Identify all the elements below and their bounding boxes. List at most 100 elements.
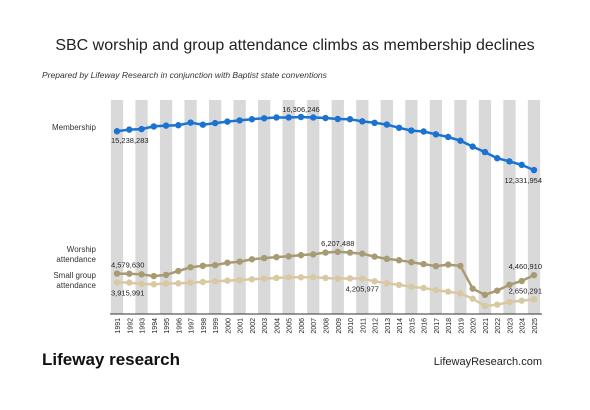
data-point bbox=[199, 262, 207, 270]
x-tick-label: 2016 bbox=[422, 318, 429, 334]
data-point bbox=[395, 257, 403, 264]
series-name: Small group attendance bbox=[53, 271, 96, 290]
brand: Lifeway research bbox=[42, 350, 180, 369]
data-point bbox=[310, 114, 317, 121]
data-point bbox=[297, 274, 305, 281]
data-point bbox=[150, 123, 157, 130]
data-point bbox=[310, 251, 317, 258]
data-point bbox=[334, 248, 341, 256]
value-label: 12,331,954 bbox=[504, 176, 542, 185]
data-point bbox=[346, 275, 354, 282]
data-point bbox=[224, 118, 231, 125]
data-point bbox=[530, 271, 538, 279]
data-point bbox=[359, 118, 366, 125]
x-tick-label: 1997 bbox=[189, 318, 196, 334]
data-point bbox=[175, 280, 182, 287]
data-point bbox=[494, 301, 501, 308]
x-tick-label: 2003 bbox=[262, 318, 269, 334]
data-point bbox=[408, 259, 415, 266]
x-tick-label: 2007 bbox=[311, 318, 318, 334]
data-point bbox=[494, 287, 501, 294]
data-point bbox=[248, 116, 256, 123]
x-tick-label: 2005 bbox=[287, 318, 294, 334]
data-point bbox=[506, 281, 513, 288]
value-label: 4,460,910 bbox=[509, 262, 542, 271]
column-band bbox=[356, 100, 369, 314]
data-point bbox=[162, 280, 170, 287]
data-point bbox=[224, 277, 231, 284]
series-name: Worship attendance bbox=[56, 245, 96, 264]
x-tick-label: 1992 bbox=[127, 318, 134, 334]
data-point bbox=[346, 249, 354, 256]
x-tick-label: 2019 bbox=[458, 318, 465, 334]
column-band bbox=[159, 100, 173, 314]
data-point bbox=[248, 276, 256, 283]
data-point bbox=[395, 124, 403, 131]
data-point bbox=[457, 262, 464, 270]
data-point bbox=[113, 279, 121, 286]
data-point bbox=[113, 270, 121, 277]
data-point bbox=[432, 131, 440, 138]
column-band bbox=[208, 100, 222, 314]
data-point bbox=[273, 253, 280, 261]
value-label: 16,306,246 bbox=[282, 105, 320, 114]
marks bbox=[113, 113, 538, 310]
data-point bbox=[432, 262, 440, 270]
value-label: 4,579,630 bbox=[111, 261, 144, 270]
labels: 15,238,283 16,306,246 12,331,954 4,579,630 6… bbox=[111, 105, 542, 297]
x-tick-label: 2004 bbox=[274, 318, 281, 334]
data-point bbox=[420, 260, 427, 268]
data-point bbox=[481, 291, 489, 299]
data-point bbox=[506, 158, 513, 165]
x-tick-label: 2017 bbox=[434, 318, 441, 334]
data-point bbox=[187, 279, 194, 286]
x-tick-label: 2000 bbox=[225, 318, 232, 334]
data-point bbox=[126, 126, 133, 133]
column-band bbox=[282, 100, 295, 314]
data-point bbox=[199, 121, 207, 128]
data-point bbox=[359, 250, 366, 257]
data-point bbox=[162, 271, 170, 279]
data-point bbox=[395, 281, 403, 289]
value-label: 6,207,488 bbox=[321, 239, 354, 248]
data-point bbox=[322, 249, 329, 256]
data-point bbox=[273, 274, 280, 282]
data-point bbox=[175, 267, 182, 275]
x-tick-label: 2006 bbox=[299, 318, 306, 334]
data-point bbox=[518, 161, 525, 169]
data-point bbox=[432, 286, 440, 294]
data-point bbox=[530, 296, 538, 303]
data-point bbox=[383, 121, 391, 128]
data-point bbox=[481, 148, 489, 156]
x-tick-label: 2013 bbox=[385, 318, 392, 334]
data-point bbox=[199, 278, 207, 286]
data-point bbox=[126, 279, 133, 286]
data-point bbox=[162, 122, 170, 129]
data-point bbox=[175, 122, 182, 129]
data-point bbox=[383, 255, 391, 263]
chart-title: SBC worship and group attendance climbs … bbox=[55, 37, 534, 54]
bands bbox=[110, 100, 541, 314]
x-tick-label: 2012 bbox=[373, 318, 380, 334]
x-tick-label: 2009 bbox=[336, 318, 343, 334]
data-point bbox=[383, 280, 391, 287]
data-point bbox=[530, 166, 538, 174]
data-point bbox=[310, 273, 317, 281]
data-point bbox=[444, 133, 452, 141]
data-point bbox=[260, 115, 268, 122]
data-point bbox=[211, 278, 219, 285]
data-point bbox=[150, 281, 157, 288]
data-point bbox=[371, 278, 378, 285]
x-tick-label: 1994 bbox=[152, 318, 159, 334]
data-point bbox=[334, 115, 341, 123]
data-point bbox=[260, 275, 268, 282]
x-tick-label: 1999 bbox=[213, 318, 220, 334]
data-point bbox=[420, 128, 427, 135]
data-point bbox=[322, 114, 329, 122]
data-point bbox=[359, 275, 366, 282]
data-point bbox=[187, 119, 194, 126]
data-point bbox=[150, 272, 157, 280]
data-point bbox=[371, 253, 378, 260]
